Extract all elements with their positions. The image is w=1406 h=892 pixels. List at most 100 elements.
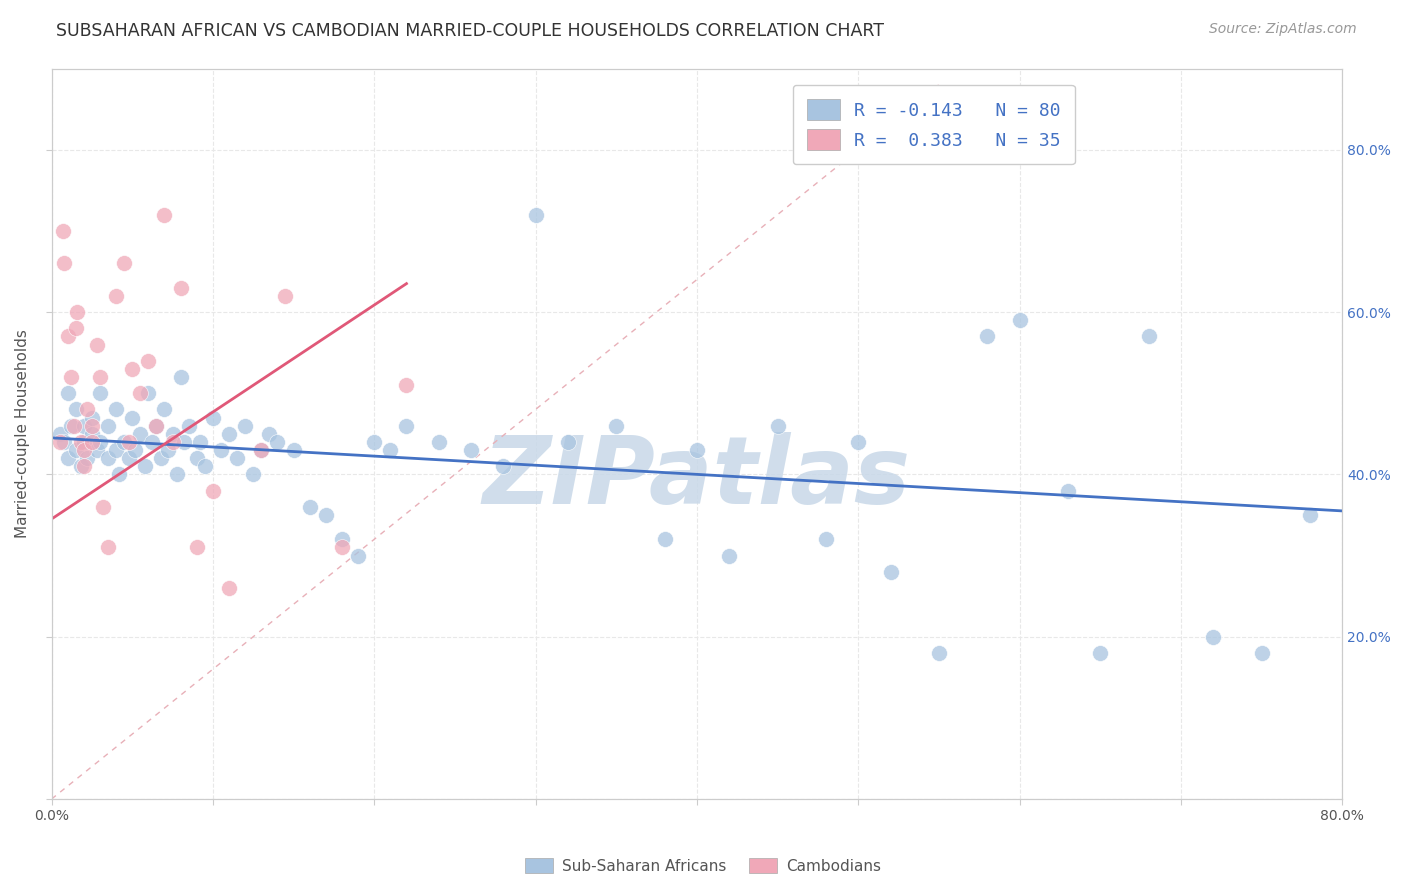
Point <box>69 459 91 474</box>
Point <box>524 208 547 222</box>
Point <box>105 402 128 417</box>
Point <box>718 549 741 563</box>
Point <box>134 459 156 474</box>
Point <box>48 426 70 441</box>
Point <box>145 418 167 433</box>
Point <box>427 434 450 449</box>
Point <box>226 451 249 466</box>
Point <box>605 418 627 433</box>
Point <box>112 256 135 270</box>
Point <box>80 426 103 441</box>
Point <box>136 353 159 368</box>
Point <box>59 370 82 384</box>
Point <box>80 410 103 425</box>
Point <box>395 418 418 433</box>
Point <box>63 418 86 433</box>
Point <box>1299 508 1322 522</box>
Point <box>242 467 264 482</box>
Point <box>86 443 108 458</box>
Point <box>928 646 950 660</box>
Point <box>153 402 176 417</box>
Point <box>105 289 128 303</box>
Point <box>65 321 87 335</box>
Point <box>169 370 191 384</box>
Point <box>141 434 163 449</box>
Point <box>1137 329 1160 343</box>
Point <box>283 443 305 458</box>
Point <box>97 451 120 466</box>
Point <box>73 443 96 458</box>
Point <box>150 451 173 466</box>
Point <box>89 386 111 401</box>
Point <box>169 281 191 295</box>
Point <box>557 434 579 449</box>
Legend: R = -0.143   N = 80, R =  0.383   N = 35: R = -0.143 N = 80, R = 0.383 N = 35 <box>793 85 1076 164</box>
Point <box>145 418 167 433</box>
Point <box>76 402 98 417</box>
Point <box>330 541 353 555</box>
Point <box>108 467 131 482</box>
Point <box>97 418 120 433</box>
Point <box>315 508 337 522</box>
Point <box>59 418 82 433</box>
Point <box>65 402 87 417</box>
Point <box>166 467 188 482</box>
Text: Source: ZipAtlas.com: Source: ZipAtlas.com <box>1209 22 1357 37</box>
Point <box>186 451 208 466</box>
Point <box>250 443 273 458</box>
Point <box>976 329 998 343</box>
Point <box>363 434 385 449</box>
Point <box>654 533 676 547</box>
Point <box>124 443 146 458</box>
Point <box>52 224 75 238</box>
Point <box>218 426 240 441</box>
Point <box>89 370 111 384</box>
Point <box>686 443 709 458</box>
Point <box>380 443 402 458</box>
Point <box>48 434 70 449</box>
Point <box>177 418 200 433</box>
Point <box>201 410 224 425</box>
Point <box>330 533 353 547</box>
Point <box>118 451 141 466</box>
Point <box>209 443 232 458</box>
Point <box>121 410 143 425</box>
Point <box>173 434 195 449</box>
Point <box>53 434 76 449</box>
Point <box>86 337 108 351</box>
Point <box>274 289 297 303</box>
Point <box>73 459 96 474</box>
Point <box>1057 483 1080 498</box>
Point <box>105 443 128 458</box>
Point <box>121 362 143 376</box>
Point <box>460 443 482 458</box>
Point <box>218 581 240 595</box>
Text: SUBSAHARAN AFRICAN VS CAMBODIAN MARRIED-COUPLE HOUSEHOLDS CORRELATION CHART: SUBSAHARAN AFRICAN VS CAMBODIAN MARRIED-… <box>56 22 884 40</box>
Legend: Sub-Saharan Africans, Cambodians: Sub-Saharan Africans, Cambodians <box>519 852 887 880</box>
Point <box>65 443 87 458</box>
Point <box>73 434 96 449</box>
Point <box>80 418 103 433</box>
Point <box>91 500 114 514</box>
Point <box>492 459 515 474</box>
Point <box>814 533 837 547</box>
Point <box>153 208 176 222</box>
Point <box>201 483 224 498</box>
Point <box>56 386 79 401</box>
Point <box>80 434 103 449</box>
Point <box>136 386 159 401</box>
Point <box>66 305 89 319</box>
Point <box>259 426 281 441</box>
Point <box>56 329 79 343</box>
Point <box>347 549 370 563</box>
Point <box>73 418 96 433</box>
Point <box>186 541 208 555</box>
Point <box>233 418 256 433</box>
Point <box>112 434 135 449</box>
Point <box>69 434 91 449</box>
Point <box>194 459 217 474</box>
Point <box>766 418 789 433</box>
Point <box>1202 630 1225 644</box>
Point <box>395 378 418 392</box>
Point <box>156 443 179 458</box>
